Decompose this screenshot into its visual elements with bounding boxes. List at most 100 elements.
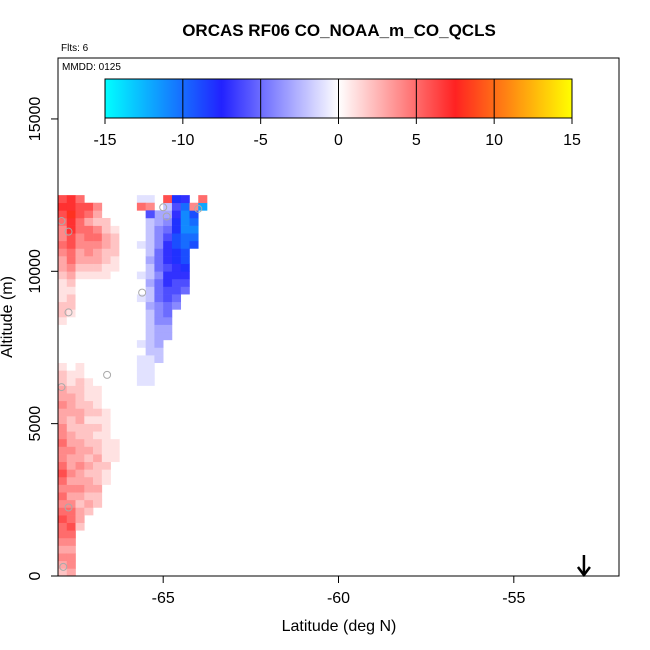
heatmap-cell: [101, 393, 111, 402]
heatmap-cell: [58, 301, 68, 310]
heatmap-cell: [84, 370, 94, 379]
heatmap-cell: [101, 362, 111, 371]
heatmap-cell: [154, 271, 164, 280]
heatmap-cell: [101, 233, 111, 242]
heatmap-cell: [163, 256, 173, 264]
heatmap-cell: [101, 317, 111, 325]
heatmap-cell: [110, 217, 120, 226]
heatmap-cell: [101, 309, 111, 318]
colorbar-tick-label: 15: [563, 132, 581, 149]
heatmap-cell: [110, 355, 120, 364]
heatmap-cell: [145, 210, 155, 219]
heatmap-cell: [136, 294, 146, 303]
heatmap-cell: [171, 256, 182, 264]
heatmap-cell: [84, 317, 94, 325]
heatmap-cell: [66, 438, 76, 447]
heatmap-cell: [101, 476, 111, 485]
heatmap-cell: [145, 339, 155, 348]
heatmap-cell: [93, 317, 103, 325]
heatmap-cell: [189, 240, 199, 249]
heatmap-cell: [171, 301, 182, 310]
heatmap-cell: [58, 545, 68, 554]
heatmap-cell: [75, 393, 85, 402]
heatmap-cell: [93, 332, 103, 341]
heatmap-cell: [93, 263, 103, 272]
heatmap-cell: [84, 431, 94, 440]
heatmap-cell: [145, 324, 155, 333]
heatmap-cell: [163, 271, 173, 280]
heatmap-cell: [110, 362, 120, 371]
heatmap-cell: [93, 377, 103, 386]
heatmap-cell: [75, 400, 85, 409]
heatmap-cell: [101, 240, 111, 249]
heatmap-cell: [110, 294, 120, 303]
heatmap-cell: [145, 263, 155, 272]
heatmap-cell: [66, 294, 76, 303]
heatmap-cell: [128, 210, 138, 219]
heatmap-cell: [75, 515, 85, 523]
heatmap-cell: [110, 370, 120, 379]
heatmap-cell: [171, 195, 182, 204]
heatmap-cell: [128, 233, 138, 242]
heatmap-cell: [84, 294, 94, 303]
heatmap-cell: [93, 499, 103, 508]
heatmap-cell: [154, 339, 164, 348]
heatmap-cell: [110, 309, 120, 318]
heatmap-cell: [75, 210, 85, 219]
heatmap-cell: [110, 454, 120, 463]
heatmap-cell: [93, 476, 103, 485]
heatmap-cell: [75, 233, 85, 242]
heatmap-cell: [58, 400, 68, 409]
heatmap-cell: [84, 240, 94, 249]
heatmap-cell: [136, 347, 146, 356]
heatmap-cell: [93, 202, 103, 211]
heatmap-cell: [58, 385, 68, 394]
heatmap-cell: [93, 416, 103, 424]
heatmap-cell: [180, 225, 190, 234]
heatmap-cell: [163, 286, 173, 295]
heatmap-cell: [84, 202, 94, 211]
heatmap-cell: [58, 240, 68, 249]
heatmap-cell: [93, 355, 103, 364]
heatmap-cell: [84, 332, 94, 341]
heatmap-cell: [136, 195, 146, 204]
heatmap-cell: [154, 233, 164, 242]
heatmap-cell: [66, 530, 76, 539]
heatmap-cell: [75, 278, 85, 287]
heatmap-cell: [180, 202, 190, 211]
heatmap-cell: [145, 256, 155, 264]
y-axis: 0 5000 10000 15000: [27, 97, 58, 580]
heatmap-cell: [93, 256, 103, 264]
sample-point: [138, 288, 147, 297]
heatmap-cell: [84, 400, 94, 409]
heatmap-cells: [58, 195, 208, 577]
x-tick-label: -65: [152, 590, 175, 607]
heatmap-cell: [58, 362, 68, 371]
heatmap-cell: [154, 317, 164, 325]
heatmap-cell: [154, 294, 164, 303]
heatmap-cell: [128, 271, 138, 280]
sample-point: [64, 227, 73, 236]
heatmap-cell: [66, 317, 76, 325]
heatmap-cell: [66, 339, 76, 348]
heatmap-cell: [128, 202, 138, 211]
heatmap-cell: [66, 195, 76, 204]
heatmap-cell: [110, 438, 120, 447]
heatmap-cell: [58, 263, 68, 272]
marker-arrow-head: [576, 566, 591, 578]
heatmap-cell: [75, 332, 85, 341]
heatmap-cell: [93, 400, 103, 409]
heatmap-cell: [93, 370, 103, 379]
heatmap-cell: [75, 385, 85, 394]
heatmap-cell: [136, 377, 146, 386]
heatmap-cell: [101, 294, 111, 303]
heatmap-cell: [154, 332, 164, 341]
heatmap-cell: [136, 385, 146, 394]
heatmap-cell: [66, 240, 76, 249]
heatmap-cell: [75, 423, 85, 432]
heatmap-cell: [58, 461, 68, 470]
heatmap-cell: [101, 301, 111, 310]
heatmap-cell: [180, 256, 190, 264]
heatmap-cell: [58, 476, 68, 485]
heatmap-cell: [84, 278, 94, 287]
